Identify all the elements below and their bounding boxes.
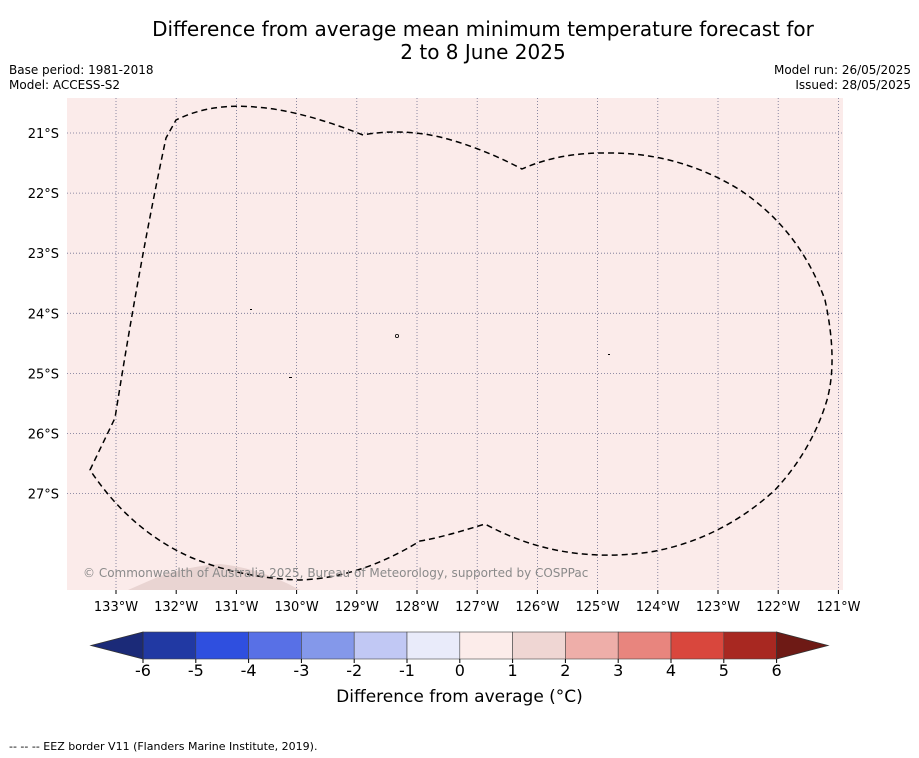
island-landmass xyxy=(128,564,300,590)
longitude-label: 131°W xyxy=(214,600,258,615)
eez-border xyxy=(89,105,833,581)
colorbar-extend-low xyxy=(89,631,144,660)
colorbar-tick-label: 0 xyxy=(455,661,465,680)
longitude-label: 132°W xyxy=(154,600,198,615)
longitude-label: 126°W xyxy=(515,600,559,615)
longitude-labels: 133°W 132°W 131°W 130°W 129°W 128°W 127°W 126°W… xyxy=(94,590,861,615)
colorbar-segment xyxy=(565,631,619,660)
latitude-label: 24°S xyxy=(28,307,59,322)
colorbar-extend-high xyxy=(776,631,830,660)
colorbar-segment xyxy=(353,631,408,660)
colorbar-tick-label: 3 xyxy=(613,661,623,680)
longitude-label: 128°W xyxy=(395,600,439,615)
colorbar-segment xyxy=(195,631,249,660)
longitude-label: 133°W xyxy=(94,600,138,615)
colorbar-tick-label: -5 xyxy=(188,661,204,680)
latitude-label: 22°S xyxy=(28,187,59,202)
colorbar-tick-label: -4 xyxy=(241,661,257,680)
island-marker xyxy=(394,333,399,338)
island-marker xyxy=(250,309,252,310)
latitude-label: 26°S xyxy=(28,428,59,443)
meta-left: Base period: 1981-2018 Model: ACCESS-S2 xyxy=(9,63,154,93)
colorbar-tick-label: 4 xyxy=(666,661,676,680)
colorbar-tick-label: 5 xyxy=(719,661,729,680)
colorbar-segment xyxy=(617,631,672,660)
latitude-labels: 21°S 22°S 23°S 24°S 25°S 26°S 27°S xyxy=(28,127,59,503)
map-background xyxy=(67,98,843,590)
latitude-label: 25°S xyxy=(28,367,59,382)
longitude-label: 122°W xyxy=(756,600,800,615)
map-area: © Commonwealth of Australia 2025, Bureau… xyxy=(67,98,843,590)
island-marker xyxy=(289,377,292,378)
title-line-2: 2 to 8 June 2025 xyxy=(400,40,566,64)
colorbar-tick-label: -3 xyxy=(293,661,309,680)
colorbar-ticks: -6 -5 -4 -3 -2 -1 0 1 2 3 4 5 6 xyxy=(135,659,782,680)
colorbar-segment xyxy=(459,631,513,660)
colorbar-tick-label: 6 xyxy=(772,661,782,680)
colorbar-tick-label: 1 xyxy=(508,661,518,680)
model-name: Model: ACCESS-S2 xyxy=(9,78,121,92)
model-run: Model run: 26/05/2025 xyxy=(773,63,911,77)
longitude-label: 130°W xyxy=(275,600,319,615)
base-period: Base period: 1981-2018 xyxy=(9,63,154,77)
colorbar-segment xyxy=(142,631,197,660)
colorbar-label: Difference from average (°C) xyxy=(336,687,583,707)
chart-title: Difference from average mean minimum tem… xyxy=(0,18,919,64)
colorbar-segment xyxy=(670,631,725,660)
colorbar-segment xyxy=(248,631,302,660)
colorbar-tick-label: 2 xyxy=(560,661,570,680)
meta-right: Model run: 26/05/2025 Issued: 28/05/2025 xyxy=(774,63,911,93)
colorbar-segment xyxy=(512,631,566,660)
footer-note: -- -- -- EEZ border V11 (Flanders Marine… xyxy=(9,740,318,753)
colorbar-tick-label: -6 xyxy=(135,661,151,680)
title-line-1: Difference from average mean minimum tem… xyxy=(152,17,814,41)
copyright-notice: © Commonwealth of Australia 2025, Bureau… xyxy=(83,566,588,580)
colorbar-boxes xyxy=(142,631,777,660)
island-marker xyxy=(608,354,610,355)
latitude-label: 27°S xyxy=(28,488,59,503)
colorbar: -6 -5 -4 -3 -2 -1 0 1 2 3 4 5 6 xyxy=(89,631,830,680)
issued-date: Issued: 28/05/2025 xyxy=(795,78,911,92)
longitude-label: 124°W xyxy=(636,600,680,615)
latitude-label: 23°S xyxy=(28,247,59,262)
colorbar-tick-label: -1 xyxy=(399,661,415,680)
colorbar-segment xyxy=(406,631,461,660)
longitude-label: 127°W xyxy=(455,600,499,615)
latitude-label: 21°S xyxy=(28,127,59,142)
longitude-label: 125°W xyxy=(576,600,620,615)
colorbar-tick-label: -2 xyxy=(346,661,362,680)
colorbar-segment xyxy=(301,631,355,660)
colorbar-segment xyxy=(723,631,777,660)
longitude-label: 121°W xyxy=(816,600,860,615)
gridlines xyxy=(67,98,843,590)
longitude-label: 129°W xyxy=(335,600,379,615)
longitude-label: 123°W xyxy=(696,600,740,615)
